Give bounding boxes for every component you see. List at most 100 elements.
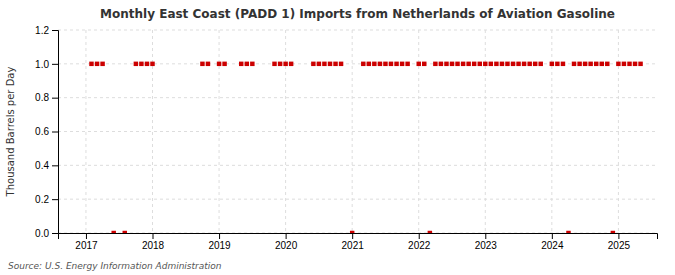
grid-line [485, 30, 486, 233]
tick: 1.2 [35, 25, 58, 36]
tick: 2020 [275, 233, 298, 251]
point [550, 62, 554, 66]
point [317, 62, 321, 66]
point [561, 62, 565, 66]
point [145, 62, 149, 66]
point [428, 231, 432, 233]
tick-mark [485, 233, 486, 239]
point [433, 62, 437, 66]
point [494, 62, 498, 66]
grid-line [58, 97, 657, 98]
tick-mark [52, 98, 58, 99]
tick: 1.0 [35, 59, 58, 70]
point [533, 62, 537, 66]
axis-line [59, 234, 658, 240]
tick-label: 2021 [342, 240, 365, 251]
point [111, 231, 115, 233]
point [405, 62, 409, 66]
point [566, 231, 570, 233]
grid-line [85, 30, 86, 233]
source-note: Source: U.S. Energy Information Administ… [8, 261, 222, 271]
plot: 2017 2018 2019 2020 2021 2022 2023 2024 2025 0.0 0… [35, 25, 657, 251]
tick-label: 2018 [142, 240, 165, 251]
point [272, 62, 276, 66]
point [328, 62, 332, 66]
point [378, 62, 382, 66]
point [322, 62, 326, 66]
point [383, 62, 387, 66]
x-axis: 2017 2018 2019 2020 2021 2022 2023 2024 2025 [59, 233, 658, 251]
title: Monthly East Coast (PADD 1) Imports from… [100, 7, 615, 21]
point [367, 62, 371, 66]
grid-line [418, 30, 419, 233]
point [450, 62, 454, 66]
grid-line [58, 30, 657, 31]
point [505, 62, 509, 66]
tick-mark [86, 233, 87, 239]
tick-mark [352, 233, 353, 239]
tick-label: 0.6 [35, 126, 49, 137]
tick-mark [552, 233, 553, 239]
point [583, 62, 587, 66]
point [472, 62, 476, 66]
tick: 2023 [475, 233, 498, 251]
tick: 2019 [208, 233, 231, 251]
point [627, 62, 631, 66]
tick: 2024 [541, 233, 564, 251]
tick: 2017 [75, 233, 98, 251]
point [572, 62, 576, 66]
grid-line [352, 30, 353, 233]
point [466, 62, 470, 66]
point [522, 62, 526, 66]
tick-mark [52, 30, 58, 31]
point [89, 62, 93, 66]
tick-label: 2017 [75, 240, 98, 251]
point [200, 62, 204, 66]
points [89, 62, 643, 233]
point [339, 62, 343, 66]
point [455, 62, 459, 66]
point [400, 62, 404, 66]
point [489, 62, 493, 66]
tick: 2022 [408, 233, 431, 251]
point [439, 62, 443, 66]
grid-line [152, 30, 153, 233]
point [311, 62, 315, 66]
tick: 2025 [608, 233, 631, 251]
y-axis-title: Thousand Barrels per Day [5, 67, 16, 198]
point [95, 62, 99, 66]
tick: 2018 [142, 233, 165, 251]
point [600, 62, 604, 66]
tick-mark [286, 233, 287, 239]
point [372, 62, 376, 66]
point [150, 62, 154, 66]
point [389, 62, 393, 66]
point [123, 231, 127, 233]
tick-label: 2024 [541, 240, 564, 251]
tick-mark [52, 233, 58, 234]
point [611, 231, 615, 233]
point [206, 62, 210, 66]
point [394, 62, 398, 66]
point [588, 62, 592, 66]
point [239, 62, 243, 66]
tick: 0.0 [35, 228, 58, 239]
grid-line [58, 165, 657, 166]
tick-label: 1.2 [35, 25, 49, 36]
point [422, 62, 426, 66]
point [638, 62, 642, 66]
grid-line [58, 199, 657, 200]
tick-mark [153, 233, 154, 239]
tick: 0.8 [35, 92, 58, 103]
point [511, 62, 515, 66]
point [478, 62, 482, 66]
point [350, 231, 354, 233]
grid [58, 30, 657, 233]
point [134, 62, 138, 66]
tick-mark [219, 233, 220, 239]
grid-line [285, 30, 286, 233]
tick-mark [52, 165, 58, 166]
grid-line [219, 30, 220, 233]
tick-mark [52, 64, 58, 65]
point [555, 62, 559, 66]
